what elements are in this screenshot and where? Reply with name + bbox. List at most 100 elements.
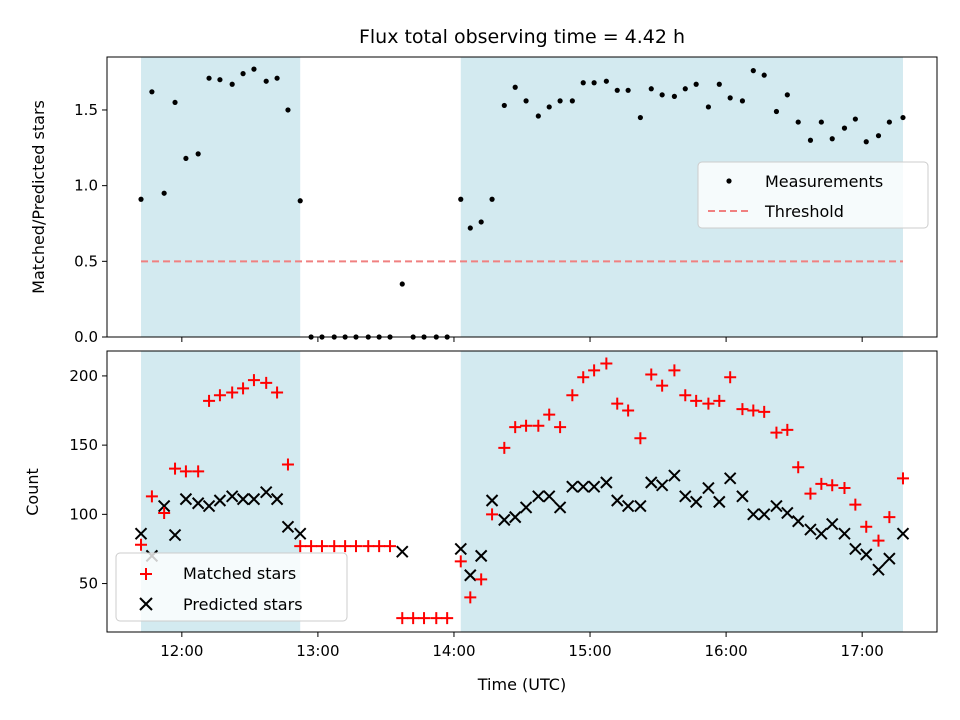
x-tick-label: 15:00 — [568, 642, 611, 660]
predicted-star-point — [474, 549, 488, 563]
matched-star-point — [226, 386, 239, 399]
matched-star-point — [554, 421, 567, 434]
matched-star-point — [896, 472, 909, 485]
measurement-point — [716, 81, 722, 87]
matched-star-point — [634, 432, 647, 445]
matched-star-point — [179, 465, 192, 478]
legend-measurements-label: Measurements — [765, 172, 883, 191]
legend-measurements-marker — [726, 178, 732, 184]
matched-star-point — [679, 389, 692, 402]
measurement-point — [773, 108, 780, 115]
measurement-point — [229, 81, 235, 87]
measurement-point — [458, 196, 464, 202]
matched-star-point — [611, 397, 624, 410]
matched-star-point — [883, 511, 896, 524]
matched-star-point — [158, 506, 171, 519]
measurement-point — [750, 68, 756, 74]
matched-star-point — [135, 538, 148, 551]
top-legend: Measurements Threshold — [697, 161, 929, 229]
y-tick-label: 50 — [79, 575, 98, 593]
measurement-point — [297, 198, 303, 204]
y-tick-label: 0.5 — [74, 252, 98, 270]
measurement-point — [637, 114, 643, 121]
predicted-star-point — [464, 569, 477, 582]
measurement-point — [535, 113, 541, 119]
matched-star-point — [736, 403, 749, 416]
matched-star-point — [464, 591, 477, 604]
matched-star-point — [804, 487, 817, 500]
predicted-star-point — [896, 527, 910, 540]
top-legend-box — [697, 161, 929, 229]
predicted-star-point — [600, 476, 613, 489]
measurement-point — [852, 116, 858, 122]
bottom-plot-frame — [106, 350, 938, 633]
predicted-star-point — [508, 510, 522, 524]
matched-star-point — [203, 394, 216, 407]
y-tick-label: 150 — [69, 436, 98, 454]
matched-star-point — [781, 423, 794, 436]
predicted-star-point — [815, 527, 828, 540]
predicted-star-point — [634, 499, 647, 513]
matched-star-point — [543, 408, 556, 421]
matched-star-point — [169, 462, 182, 475]
measurement-point — [467, 225, 473, 231]
x-tick-label: 14:00 — [432, 642, 475, 660]
predicted-star-point — [883, 552, 896, 565]
predicted-star-point — [202, 499, 216, 513]
top-panel: 0.0 0.5 1.0 1.5 Matched/Predicted stars Mea… — [29, 56, 938, 346]
measurement-point — [739, 98, 746, 104]
x-axis-label: Time (UTC) — [477, 675, 566, 694]
matched-star-point — [294, 540, 307, 553]
matched-star-point — [792, 461, 805, 474]
matched-star-point — [339, 540, 352, 553]
measurement-point — [818, 119, 824, 125]
predicted-star-point — [781, 506, 794, 520]
legend-predicted-label: Predicted stars — [183, 595, 303, 614]
matched-star-point — [315, 540, 328, 553]
predicted-star-point — [270, 492, 284, 506]
legend-predicted-marker — [139, 597, 153, 611]
measurement-point — [705, 104, 712, 110]
predicted-star-point — [168, 528, 182, 542]
predicted-star-point — [621, 499, 635, 513]
measurement-point — [648, 86, 654, 92]
predicted-star-point — [757, 508, 771, 521]
measurement-point — [580, 80, 586, 86]
measurement-point — [829, 136, 835, 142]
measurement-point — [512, 84, 518, 90]
predicted-star-point — [396, 545, 409, 558]
measurement-point — [693, 81, 699, 87]
predicted-star-point — [566, 480, 579, 493]
x-tick-label: 13:00 — [296, 642, 339, 660]
measurement-point — [489, 196, 495, 202]
matched-star-point — [373, 540, 386, 553]
measurement-point — [274, 75, 280, 81]
legend-matched-marker — [140, 568, 152, 580]
legend-threshold-label: Threshold — [764, 202, 844, 221]
matched-star-point — [362, 540, 375, 553]
predicted-star-point — [736, 490, 749, 503]
predicted-star-point — [804, 523, 817, 536]
matched-star-point — [668, 364, 681, 377]
measurement-point — [217, 77, 223, 83]
matched-star-point — [747, 404, 760, 417]
predicted-star-point — [259, 485, 273, 499]
matched-star-point — [475, 573, 488, 586]
predicted-star-point — [498, 513, 511, 527]
measurement-point — [523, 98, 529, 104]
matched-star-point — [838, 482, 851, 495]
predicted-star-point — [179, 492, 193, 506]
matched-star-point — [758, 405, 771, 418]
measurement-point — [614, 87, 620, 93]
predicted-star-point — [157, 499, 171, 513]
matched-star-point — [396, 612, 409, 625]
matched-star-point — [237, 382, 250, 395]
matched-star-point — [770, 426, 783, 439]
matched-star-point — [498, 441, 511, 454]
measurement-point — [841, 125, 848, 131]
measurement-point — [875, 133, 882, 139]
matched-star-point — [520, 419, 533, 432]
predicted-star-point — [587, 480, 601, 493]
measurement-point — [863, 139, 869, 145]
